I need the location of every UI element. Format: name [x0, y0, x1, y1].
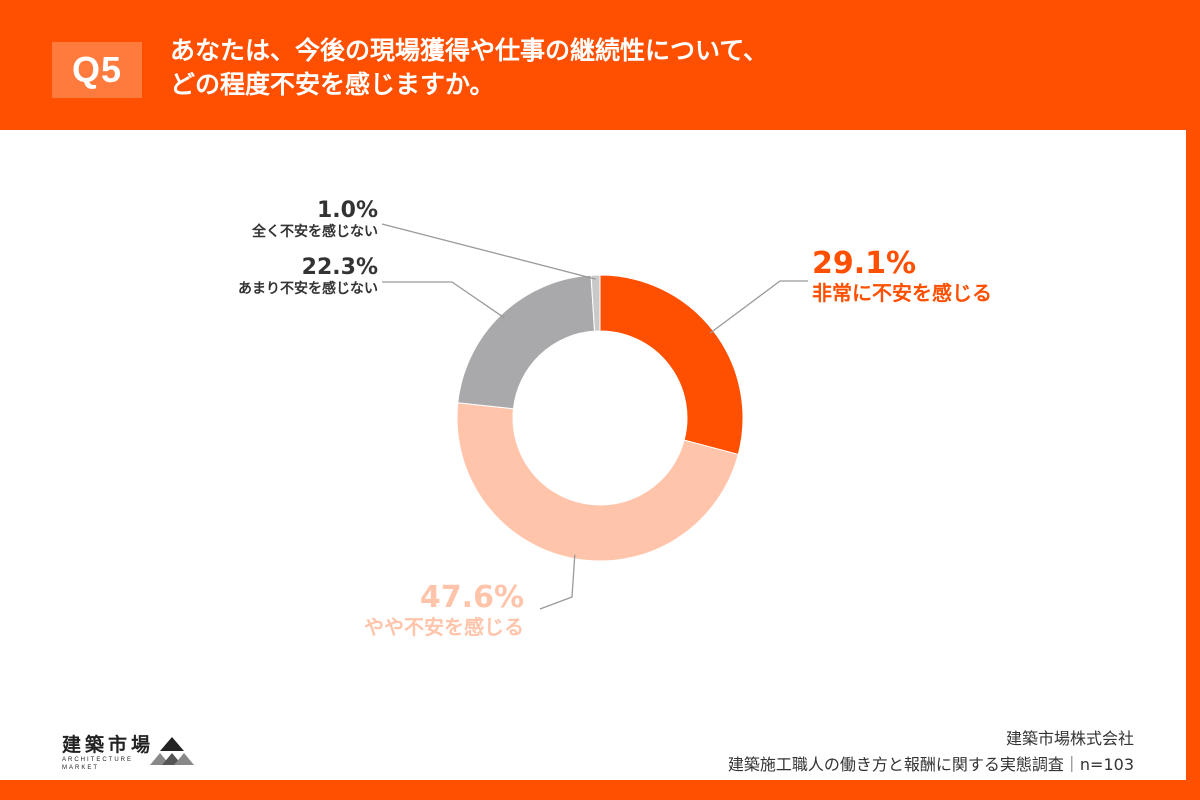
slice-text-somewhat-anxious: やや不安を感じる	[364, 615, 524, 639]
donut-slice-not-at-all	[590, 274, 601, 332]
slice-label-very-anxious: 29.1% 非常に不安を感じる	[812, 248, 992, 306]
slice-label-not-at-all: 1.0% 全く不安を感じない	[252, 199, 378, 241]
donut-slice-very-anxious	[599, 274, 744, 456]
footer-credit: 建築市場株式会社 建築施工職人の働き方と報酬に関する実態調査｜n=103	[728, 726, 1134, 778]
donut-slice-not-very-anxious	[457, 274, 596, 410]
donut-slice-somewhat-anxious	[456, 402, 739, 562]
donut-chart	[381, 223, 808, 610]
slice-label-somewhat-anxious: 47.6% やや不安を感じる	[364, 582, 524, 640]
leader-line-not-very-anxious	[382, 281, 505, 319]
slice-value-somewhat-anxious: 47.6%	[419, 580, 524, 615]
footer-company-name: 建築市場株式会社	[1005, 729, 1134, 748]
slice-label-not-very-anxious: 22.3% あまり不安を感じない	[238, 256, 378, 298]
leader-line-not-at-all	[381, 223, 596, 280]
logo-subtitle-line-1: ARCHITECTURE	[62, 757, 134, 763]
leader-line-very-anxious	[709, 280, 808, 334]
slice-value-not-at-all: 1.0%	[316, 198, 378, 223]
logo-subtitle-line-2: MARKET	[62, 765, 100, 771]
footer-survey-name: 建築施工職人の働き方と報酬に関する実態調査｜n=103	[727, 755, 1134, 774]
chart-panel: 29.1% 非常に不安を感じる 47.6% やや不安を感じる 22.3% あまり…	[0, 130, 1186, 780]
logo-wordmark: 建築市場	[62, 734, 155, 756]
header-bar: Q5 あなたは、今後の現場獲得や仕事の継続性について、 どの程度不安を感じますか…	[0, 0, 1200, 130]
slice-text-not-very-anxious: あまり不安を感じない	[238, 281, 378, 297]
slice-text-very-anxious: 非常に不安を感じる	[812, 281, 992, 305]
question-title: あなたは、今後の現場獲得や仕事の継続性について、 どの程度不安を感じますか。	[170, 34, 768, 102]
leader-line-somewhat-anxious	[539, 554, 576, 610]
question-number-badge: Q5	[52, 42, 142, 98]
mountain-logo-icon	[150, 737, 194, 765]
company-logo: 建築市場 ARCHITECTURE MARKET	[62, 730, 212, 772]
slice-value-very-anxious: 29.1%	[812, 246, 917, 281]
slice-value-not-very-anxious: 22.3%	[301, 255, 378, 280]
logo-subtitle: ARCHITECTURE MARKET	[62, 756, 133, 772]
slice-text-not-at-all: 全く不安を感じない	[252, 224, 378, 240]
question-title-line-1: あなたは、今後の現場獲得や仕事の継続性について、	[170, 36, 769, 65]
question-title-line-2: どの程度不安を感じますか。	[170, 70, 495, 99]
